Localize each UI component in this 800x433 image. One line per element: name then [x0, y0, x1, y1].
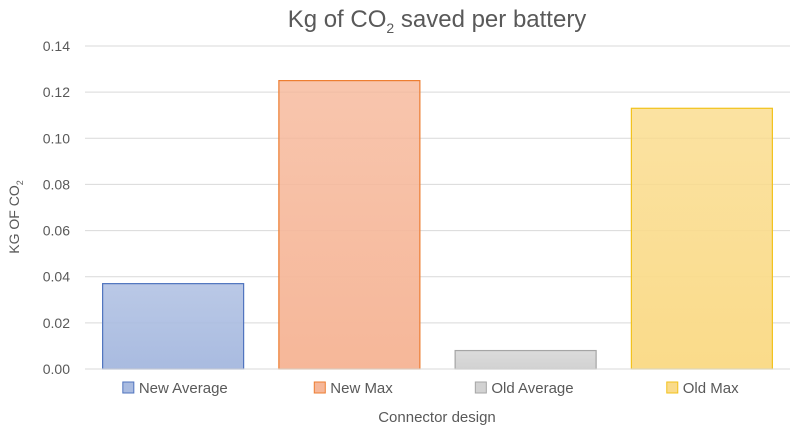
y-tick-label: 0.04 [43, 269, 70, 285]
bar-old-max [630, 107, 773, 370]
legend: New Average New Max Old Average Old Max [122, 380, 739, 397]
x-axis-label: Connector design [378, 409, 496, 426]
y-tick-label: 0.10 [43, 130, 70, 146]
legend-item: Old Average [474, 380, 574, 397]
chart-title: Kg of CO2 saved per battery [288, 6, 587, 36]
chart-title-subscript: 2 [386, 20, 394, 36]
bar-old-average [454, 349, 597, 370]
gridlines [85, 45, 790, 324]
y-axis-label-main: KG OF CO [6, 185, 22, 254]
y-tick-label: 0.00 [43, 361, 70, 377]
legend-label: Old Max [683, 380, 739, 397]
legend-label: Old Average [491, 380, 573, 397]
bar-new-max [278, 80, 421, 370]
y-tick-label: 0.14 [43, 38, 70, 54]
y-tick-label: 0.12 [43, 84, 70, 100]
y-tick-label: 0.06 [43, 223, 70, 239]
legend-swatch [474, 381, 487, 394]
legend-item: New Max [313, 380, 393, 397]
y-tick-label: 0.02 [43, 315, 70, 331]
legend-swatch [313, 381, 326, 394]
bars [102, 80, 773, 370]
chart-title-main: Kg of CO [288, 6, 387, 33]
legend-label: New Max [330, 380, 393, 397]
chart-title-rest: saved per battery [394, 6, 586, 33]
legend-item: Old Max [666, 380, 739, 397]
bar-new-average [102, 283, 245, 370]
y-tick-labels: 0.00 0.02 0.04 0.06 0.08 0.10 0.12 0.14 [43, 38, 70, 377]
y-axis-label-subscript: 2 [15, 180, 25, 185]
legend-swatch [666, 381, 679, 394]
legend-item: New Average [122, 380, 228, 397]
legend-label: New Average [139, 380, 228, 397]
y-axis-label: KG OF CO2 [6, 180, 25, 253]
legend-swatch [122, 381, 135, 394]
y-tick-label: 0.08 [43, 176, 70, 192]
